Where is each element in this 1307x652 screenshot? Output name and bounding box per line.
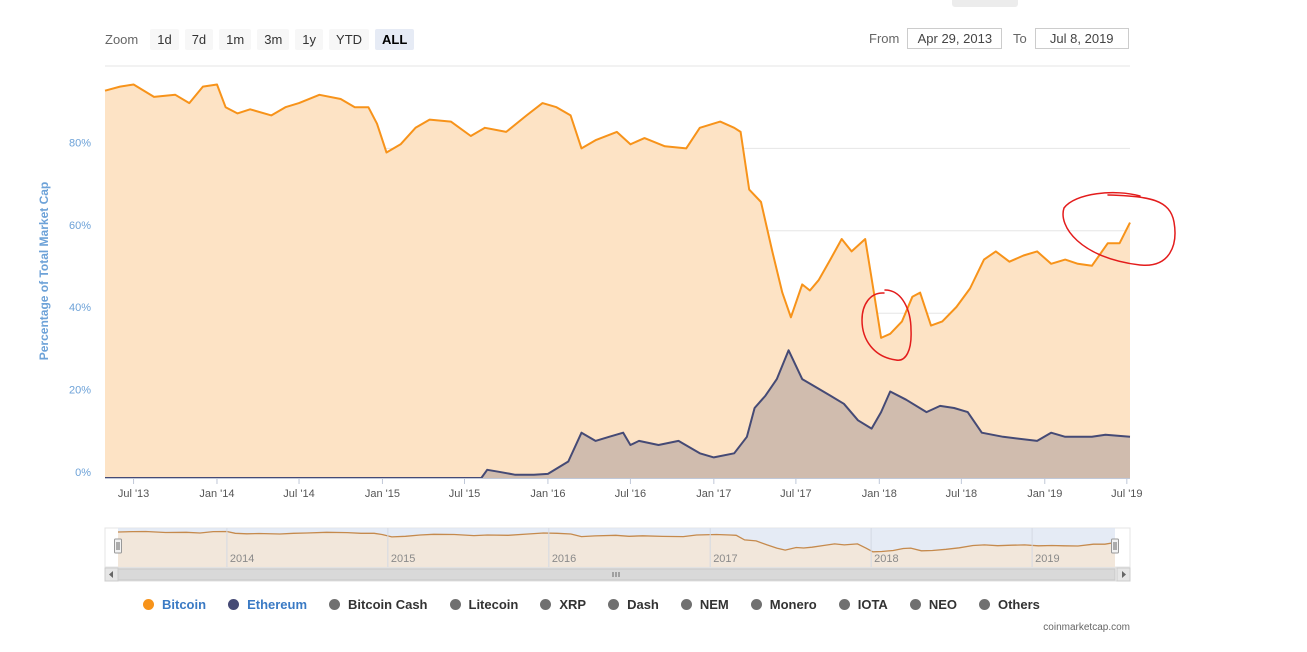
navigator-label: 2019: [1035, 553, 1059, 565]
legend-dot-icon: [329, 599, 341, 610]
y-axis-title: Percentage of Total Market Cap: [37, 182, 51, 361]
x-tick-label: Jul '13: [118, 488, 149, 500]
y-tick-label: 60%: [69, 220, 91, 232]
legend-item-monero[interactable]: Monero: [750, 597, 817, 612]
legend-label: Ethereum: [247, 597, 308, 612]
y-tick-label: 80%: [69, 137, 91, 149]
y-tick-label: 40%: [69, 302, 91, 314]
navigator-label: 2016: [552, 553, 576, 565]
legend-label: NEO: [928, 597, 957, 612]
navigator-label: 2014: [230, 553, 254, 565]
series-areas: [104, 83, 1131, 479]
legend-label: Litecoin: [468, 597, 519, 612]
legend-dot-icon: [228, 599, 240, 610]
legend-label: Dash: [627, 597, 659, 612]
legend-item-bitcoin-cash[interactable]: Bitcoin Cash: [329, 597, 428, 612]
legend-label: Bitcoin: [162, 597, 207, 612]
zoom-all-button[interactable]: ALL: [375, 28, 415, 50]
navigator-area: [118, 531, 1115, 567]
zoom-3m-button[interactable]: 3m: [257, 28, 290, 50]
zoom-7d-button[interactable]: 7d: [184, 28, 214, 50]
navigator-handle-right[interactable]: [1111, 538, 1119, 554]
x-tick-label: Jul '16: [615, 488, 646, 500]
credits[interactable]: coinmarketcap.com: [1043, 622, 1130, 633]
legend-label: NEM: [699, 597, 729, 612]
x-tick-label: Jul '17: [780, 488, 811, 500]
zoom-ytd-button[interactable]: YTD: [329, 28, 370, 50]
legend-item-litecoin[interactable]: Litecoin: [449, 597, 519, 612]
annotations: [861, 191, 1176, 361]
legend-label: IOTA: [857, 597, 888, 612]
legend-dot-icon: [838, 599, 850, 610]
top-tab: [952, 0, 1018, 7]
navigator-handle-left[interactable]: [114, 538, 122, 554]
legend: Bitcoin Ethereum Bitcoin Cash Litecoin XRP Da…: [143, 597, 1062, 612]
chevron-left-icon: [109, 571, 113, 578]
legend-label: Others: [997, 597, 1040, 612]
chevron-right-icon: [1122, 571, 1126, 578]
bitcoin-line: [104, 83, 1131, 339]
x-tick-label: Jul '19: [1111, 488, 1142, 500]
x-tick-label: Jul '15: [449, 488, 480, 500]
legend-dot-icon: [540, 599, 552, 610]
x-tick-label: Jan '15: [365, 488, 400, 500]
zoom-1y-button[interactable]: 1y: [295, 28, 324, 50]
navigator-label: 2017: [713, 553, 737, 565]
legend-dot-icon: [750, 599, 762, 610]
legend-label: Bitcoin Cash: [348, 597, 428, 612]
legend-item-ethereum[interactable]: Ethereum: [228, 597, 307, 612]
x-tick-label: Jan '14: [199, 488, 234, 500]
annotation-circle: [1062, 191, 1176, 266]
y-tick-label: 0%: [75, 467, 91, 479]
bitcoin-area: [105, 84, 1130, 478]
x-tick-label: Jan '17: [696, 488, 731, 500]
zoom-1d-button[interactable]: 1d: [150, 28, 179, 50]
to-date-input[interactable]: Jul 8, 2019: [1034, 28, 1129, 49]
x-tick-label: Jan '19: [1027, 488, 1062, 500]
legend-item-xrp[interactable]: XRP: [540, 597, 586, 612]
legend-item-nem[interactable]: NEM: [680, 597, 729, 612]
from-date-input[interactable]: Apr 29, 2013: [907, 28, 1003, 49]
to-label: To: [1013, 31, 1027, 46]
from-label: From: [869, 31, 900, 46]
y-tick-label: 20%: [69, 385, 91, 397]
navigator-line: [117, 530, 1116, 553]
x-tick-label: Jan '18: [862, 488, 897, 500]
ethereum-area: [105, 350, 1130, 478]
legend-item-dash[interactable]: Dash: [608, 597, 659, 612]
x-axis: Jul '13 Jan '14 Jul '14 Jan '15 Jul '15 Jan '…: [105, 478, 1143, 500]
ethereum-line: [105, 349, 1131, 479]
legend-dot-icon: [680, 599, 692, 610]
navigator-label: 2018: [874, 553, 898, 565]
legend-label: Monero: [769, 597, 817, 612]
legend-item-iota[interactable]: IOTA: [838, 597, 888, 612]
legend-item-neo[interactable]: NEO: [909, 597, 957, 612]
zoom-1m-button[interactable]: 1m: [219, 28, 252, 50]
zoom-bar: Zoom 1d 7d 1m 3m 1y YTD ALL: [105, 28, 415, 50]
legend-item-bitcoin[interactable]: Bitcoin: [143, 597, 206, 612]
legend-dot-icon: [608, 599, 620, 610]
range-to: To Jul 8, 2019: [1013, 28, 1129, 49]
legend-label: XRP: [559, 597, 587, 612]
navigator-label: 2015: [391, 553, 415, 565]
legend-item-others[interactable]: Others: [978, 597, 1040, 612]
legend-dot-icon: [449, 599, 461, 610]
range-from: From Apr 29, 2013: [869, 28, 1003, 49]
y-axis: 0% 20% 40% 60% 80%: [69, 137, 91, 479]
annotation-circle: [861, 289, 912, 361]
navigator[interactable]: 2014 2015 2016 2017 2018 2019: [104, 527, 1131, 582]
x-tick-label: Jan '16: [530, 488, 565, 500]
x-tick-label: Jul '14: [283, 488, 314, 500]
x-tick-label: Jul '18: [946, 488, 977, 500]
zoom-label: Zoom: [105, 31, 139, 47]
legend-dot-icon: [978, 599, 990, 610]
legend-dot-icon: [909, 599, 921, 610]
legend-dot-icon: [143, 599, 154, 610]
